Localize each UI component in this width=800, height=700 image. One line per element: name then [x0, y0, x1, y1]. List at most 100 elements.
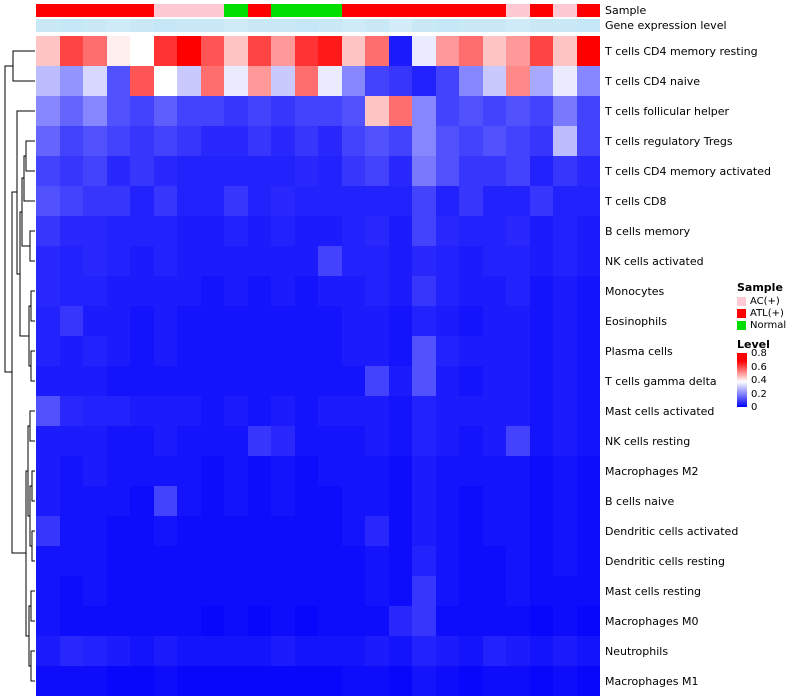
heatmap-cell	[59, 156, 83, 186]
heatmap-cell	[435, 186, 459, 216]
heatmap-cell	[224, 576, 248, 606]
heatmap-cell	[318, 36, 342, 66]
heatmap-cell	[177, 246, 201, 276]
heatmap-cell	[36, 336, 60, 366]
legend-sample-title: Sample	[737, 281, 783, 294]
heatmap-cell	[294, 66, 318, 96]
heatmap-cell	[177, 306, 201, 336]
heatmap-cell	[459, 606, 483, 636]
heatmap-cell	[482, 486, 506, 516]
heatmap-cell	[130, 606, 154, 636]
heatmap-cell	[318, 306, 342, 336]
heatmap-cell	[506, 306, 530, 336]
heatmap-cell	[435, 306, 459, 336]
heatmap-cell	[224, 156, 248, 186]
heatmap-cell	[459, 456, 483, 486]
heatmap-cell	[318, 666, 342, 696]
heatmap-cell	[365, 126, 389, 156]
heatmap-cell	[59, 666, 83, 696]
heatmap-cell	[388, 336, 412, 366]
heatmap-cell	[529, 486, 553, 516]
heatmap-cell	[36, 546, 60, 576]
legend-level-gradient	[737, 353, 747, 407]
heatmap-cell	[177, 546, 201, 576]
heatmap-cell	[553, 246, 577, 276]
heatmap-cell	[435, 276, 459, 306]
heatmap-cell	[83, 576, 107, 606]
heatmap-cell	[341, 666, 365, 696]
row-label: Monocytes	[605, 284, 665, 298]
heatmap-cell	[529, 576, 553, 606]
heatmap-cell	[224, 96, 248, 126]
heatmap-cell	[247, 426, 271, 456]
gene-expression-annotation-bar	[36, 19, 600, 32]
heatmap-cell	[83, 96, 107, 126]
heatmap-cell	[341, 276, 365, 306]
row-label: NK cells activated	[605, 254, 704, 268]
heatmap-cell	[435, 246, 459, 276]
heatmap-cell	[435, 366, 459, 396]
heatmap-cell	[224, 516, 248, 546]
heatmap-cell	[459, 576, 483, 606]
heatmap-cell	[153, 636, 177, 666]
heatmap-cell	[341, 606, 365, 636]
heatmap-cell	[506, 606, 530, 636]
heatmap-cell	[435, 606, 459, 636]
heatmap-cell	[365, 36, 389, 66]
heatmap-row	[36, 246, 600, 276]
heatmap-cell	[435, 216, 459, 246]
legend-level-tick: 0.6	[751, 361, 767, 373]
heatmap-cell	[576, 66, 600, 96]
heatmap-row	[36, 666, 600, 696]
heatmap-cell	[83, 456, 107, 486]
heatmap-cell	[36, 36, 60, 66]
sample-annotation-cell	[435, 4, 459, 17]
heatmap-cell	[318, 66, 342, 96]
heatmap-cell	[341, 126, 365, 156]
heatmap-cell	[59, 546, 83, 576]
heatmap-cell	[200, 606, 224, 636]
heatmap-cell	[271, 96, 295, 126]
heatmap-cell	[106, 576, 130, 606]
heatmap-cell	[36, 66, 60, 96]
heatmap-cell	[36, 276, 60, 306]
heatmap-cell	[59, 486, 83, 516]
heatmap-cell	[435, 396, 459, 426]
heatmap-cell	[553, 306, 577, 336]
heatmap-cell	[506, 186, 530, 216]
heatmap-cell	[482, 636, 506, 666]
heatmap-cell	[459, 366, 483, 396]
heatmap-cell	[529, 516, 553, 546]
heatmap-row	[36, 36, 600, 66]
row-label: Mast cells resting	[605, 584, 702, 598]
heatmap-cell	[576, 546, 600, 576]
heatmap-cell	[177, 366, 201, 396]
heatmap-cell	[459, 126, 483, 156]
heatmap-cell	[247, 156, 271, 186]
heatmap-cell	[294, 366, 318, 396]
heatmap-cell	[247, 246, 271, 276]
heatmap-cell	[435, 66, 459, 96]
heatmap-cell	[506, 666, 530, 696]
heatmap-cell	[435, 576, 459, 606]
sample-annotation-cell	[247, 4, 271, 17]
heatmap-cell	[294, 606, 318, 636]
heatmap-cell	[506, 276, 530, 306]
heatmap-cell	[247, 36, 271, 66]
heatmap-cell	[271, 396, 295, 426]
heatmap-cell	[224, 426, 248, 456]
heatmap-cell	[482, 366, 506, 396]
heatmap-cell	[576, 216, 600, 246]
heatmap-cell	[365, 156, 389, 186]
heatmap-cell	[388, 216, 412, 246]
heatmap-cell	[247, 576, 271, 606]
heatmap-cell	[224, 66, 248, 96]
heatmap-cell	[576, 156, 600, 186]
heatmap-cell	[200, 126, 224, 156]
sample-annotation-cell	[294, 4, 318, 17]
gene-expression-annotation-cell	[459, 19, 483, 32]
row-label: Dendritic cells activated	[605, 524, 739, 538]
heatmap-row	[36, 306, 600, 336]
heatmap-cell	[576, 276, 600, 306]
gene-expression-annotation-cell	[412, 19, 436, 32]
